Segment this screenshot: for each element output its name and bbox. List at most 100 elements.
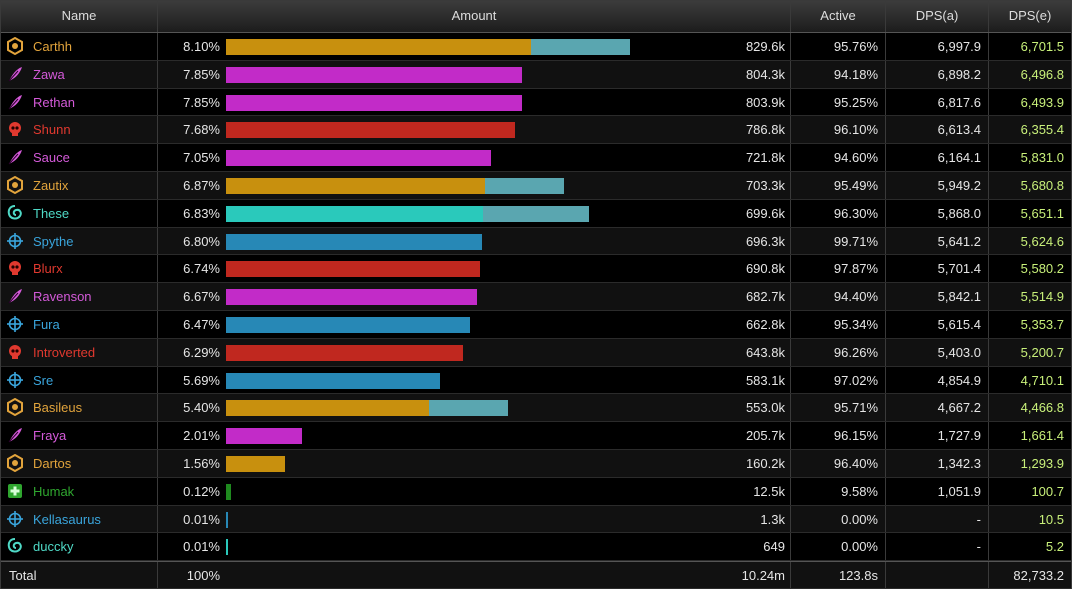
player-row[interactable]: Humak 0.12% 12.5k 9.58% 1,051.9 100.7 <box>1 477 1071 506</box>
player-amount-cell: 2.01% 205.7k <box>158 422 791 449</box>
player-name: These <box>33 205 70 221</box>
player-row[interactable]: Rethan 7.85% 803.9k 95.25% 6,817.6 6,493… <box>1 88 1071 117</box>
player-row[interactable]: Carthh 8.10% 829.6k 95.76% 6,997.9 6,701… <box>1 33 1071 61</box>
total-amount-cell: 100% 10.24m <box>158 562 791 588</box>
player-dps-a: 4,854.9 <box>886 366 989 394</box>
player-dps-a: 1,342.3 <box>886 450 989 477</box>
player-dps-a: 4,667.2 <box>886 394 989 422</box>
player-amount-cell: 6.83% 699.6k <box>158 199 791 227</box>
player-name-cell: Introverted <box>1 338 158 366</box>
damage-bar <box>226 483 231 500</box>
damage-bar <box>226 428 302 445</box>
player-row[interactable]: These 6.83% 699.6k 96.30% 5,868.0 5,651.… <box>1 199 1071 228</box>
player-name: Fura <box>33 317 60 332</box>
player-row[interactable]: Kellasaurus 0.01% 1.3k 0.00% - 10.5 <box>1 505 1071 534</box>
player-amount-cell: 6.29% 643.8k <box>158 338 791 366</box>
feather-icon <box>6 93 24 111</box>
column-header-name[interactable]: Name <box>1 1 158 32</box>
player-share-pct: 0.12% <box>183 483 220 499</box>
player-row[interactable]: Fura 6.47% 662.8k 95.34% 5,615.4 5,353.7 <box>1 311 1071 339</box>
damage-bar <box>226 289 478 306</box>
player-row[interactable]: Blurx 6.74% 690.8k 97.87% 5,701.4 5,580.… <box>1 255 1071 284</box>
player-dps-a: 6,164.1 <box>886 144 989 171</box>
total-name-cell: Total <box>1 562 158 588</box>
player-dps-e: 5,580.2 <box>1020 261 1064 277</box>
player-amount: 690.8k <box>745 261 785 277</box>
player-name-cell: Fraya <box>1 422 158 449</box>
player-row[interactable]: Spythe 6.80% 696.3k 99.71% 5,641.2 5,624… <box>1 227 1071 256</box>
damage-bar <box>226 150 492 167</box>
player-amount: 703.3k <box>745 178 785 193</box>
player-name: Humak <box>33 483 75 499</box>
player-name: Shunn <box>33 122 71 138</box>
damage-bar <box>226 205 484 222</box>
skull-icon <box>6 259 24 277</box>
player-name: Dartos <box>33 456 72 471</box>
player-row[interactable]: duccky 0.01% 649 0.00% - 5.2 <box>1 533 1071 562</box>
player-dps-e: 4,466.8 <box>1020 400 1064 416</box>
player-dps-a: 5,403.0 <box>886 338 989 366</box>
player-share-pct: 7.85% <box>183 66 220 82</box>
player-row[interactable]: Zawa 7.85% 804.3k 94.18% 6,898.2 6,496.8 <box>1 60 1071 89</box>
player-dps-a: - <box>886 505 989 533</box>
player-row[interactable]: Sauce 7.05% 721.8k 94.60% 6,164.1 5,831.… <box>1 144 1071 172</box>
total-pct: 100% <box>186 568 220 583</box>
player-active: 96.26% <box>791 338 886 366</box>
player-dps-e: 10.5 <box>1038 511 1064 527</box>
column-header-dps-a[interactable]: DPS(a) <box>886 1 989 32</box>
player-share-pct: 6.80% <box>183 233 220 249</box>
player-amount-cell: 8.10% 829.6k <box>158 33 791 60</box>
player-name-cell: Humak <box>1 477 158 505</box>
player-name-cell: Rethan <box>1 88 158 116</box>
player-amount: 803.9k <box>745 94 785 110</box>
player-dps-a: 5,868.0 <box>886 199 989 227</box>
player-dps-e: 6,496.8 <box>1020 66 1064 82</box>
player-name: Kellasaurus <box>33 511 101 527</box>
hexagon-shield-icon <box>6 175 24 195</box>
column-header-amount[interactable]: Amount <box>158 1 791 32</box>
player-amount-cell: 7.85% 804.3k <box>158 60 791 88</box>
player-row[interactable]: Shunn 7.68% 786.8k 96.10% 6,613.4 6,355.… <box>1 116 1071 145</box>
player-dps-a: - <box>886 533 989 561</box>
player-share-pct: 5.40% <box>183 400 220 416</box>
player-dps-e: 6,355.4 <box>1020 122 1064 138</box>
feather-icon <box>6 65 24 83</box>
player-dps-a: 6,997.9 <box>886 33 989 60</box>
total-row: Total 100% 10.24m 123.8s 82,733.2 <box>1 561 1071 589</box>
player-share-pct: 6.29% <box>183 344 220 360</box>
column-header-dps-e[interactable]: DPS(e) <box>1008 8 1052 23</box>
player-share-pct: 5.69% <box>183 372 220 388</box>
player-amount: 829.6k <box>745 39 785 54</box>
player-name: Ravenson <box>33 289 92 305</box>
player-name-cell: Sre <box>1 366 158 394</box>
overheal-bar <box>483 205 589 222</box>
player-row[interactable]: Dartos 1.56% 160.2k 96.40% 1,342.3 1,293… <box>1 450 1071 478</box>
player-amount-cell: 0.01% 649 <box>158 533 791 561</box>
player-dps-e: 6,493.9 <box>1020 94 1064 110</box>
player-row[interactable]: Basileus 5.40% 553.0k 95.71% 4,667.2 4,4… <box>1 394 1071 423</box>
feather-icon <box>6 148 24 166</box>
player-dps-a: 5,641.2 <box>886 227 989 255</box>
player-name-cell: Shunn <box>1 116 158 144</box>
column-header-active[interactable]: Active <box>791 1 886 32</box>
player-dps-e: 5,831.0 <box>1020 150 1064 166</box>
player-row[interactable]: Ravenson 6.67% 682.7k 94.40% 5,842.1 5,5… <box>1 283 1071 311</box>
player-dps-e: 5,624.6 <box>1020 233 1064 249</box>
player-amount-cell: 5.69% 583.1k <box>158 366 791 394</box>
player-dps-e: 4,710.1 <box>1020 372 1064 388</box>
player-amount-cell: 0.01% 1.3k <box>158 505 791 533</box>
player-row[interactable]: Fraya 2.01% 205.7k 96.15% 1,727.9 1,661.… <box>1 422 1071 450</box>
crosshair-icon <box>6 232 24 250</box>
player-row[interactable]: Zautix 6.87% 703.3k 95.49% 5,949.2 5,680… <box>1 172 1071 200</box>
player-name-cell: Spythe <box>1 227 158 255</box>
player-row[interactable]: Sre 5.69% 583.1k 97.02% 4,854.9 4,710.1 <box>1 366 1071 395</box>
player-active: 96.40% <box>791 450 886 477</box>
player-share-pct: 1.56% <box>183 456 220 471</box>
player-dps-e: 100.7 <box>1031 483 1064 499</box>
damage-bar <box>226 317 470 333</box>
player-row[interactable]: Introverted 6.29% 643.8k 96.26% 5,403.0 … <box>1 338 1071 367</box>
player-name-cell: Zautix <box>1 172 158 199</box>
player-dps-e: 5.2 <box>1045 539 1064 555</box>
player-amount: 12.5k <box>753 483 785 499</box>
